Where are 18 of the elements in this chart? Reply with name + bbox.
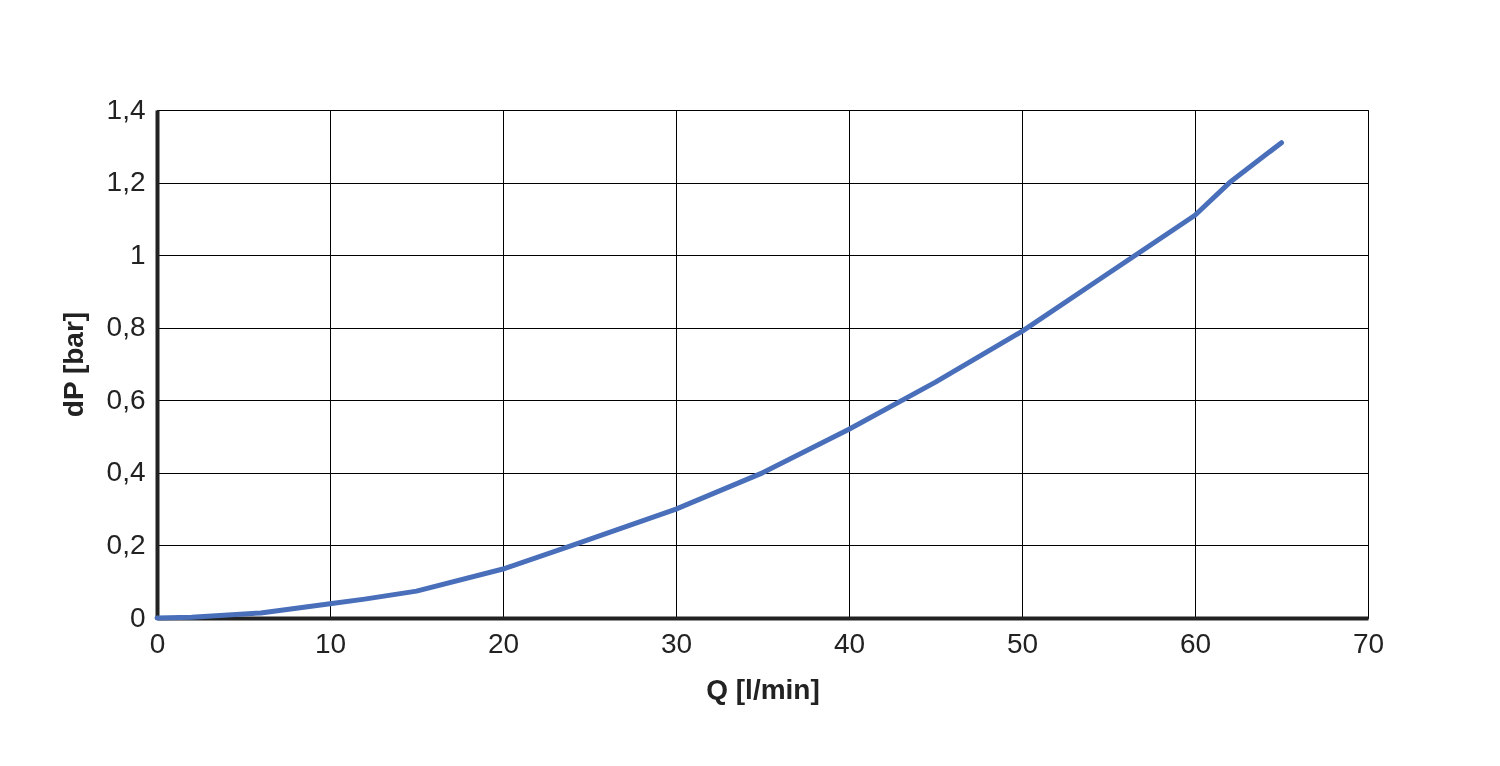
y-tick-label: 0,4 <box>106 456 146 488</box>
x-tick-label: 70 <box>1352 627 1385 659</box>
y-tick-label: 0,2 <box>106 528 146 560</box>
x-axis-title: Q [l/min] <box>706 673 820 705</box>
x-tick-label: 10 <box>314 627 347 659</box>
x-tick-label: 20 <box>487 627 520 659</box>
y-tick-label: 1 <box>129 238 146 270</box>
x-tick-label: 60 <box>1179 627 1212 659</box>
y-tick-label: 1,2 <box>106 166 146 198</box>
y-tick-label: 1,4 <box>106 93 146 125</box>
x-tick-label: 40 <box>833 627 866 659</box>
x-tick-label: 30 <box>660 627 693 659</box>
x-tick-label: 0 <box>149 627 166 659</box>
y-tick-label: 0 <box>129 601 146 633</box>
y-axis-title: dP [bar] <box>57 311 89 418</box>
y-tick-label: 0,8 <box>106 311 146 343</box>
x-tick-label: 50 <box>1006 627 1039 659</box>
y-tick-label: 0,6 <box>106 383 146 415</box>
